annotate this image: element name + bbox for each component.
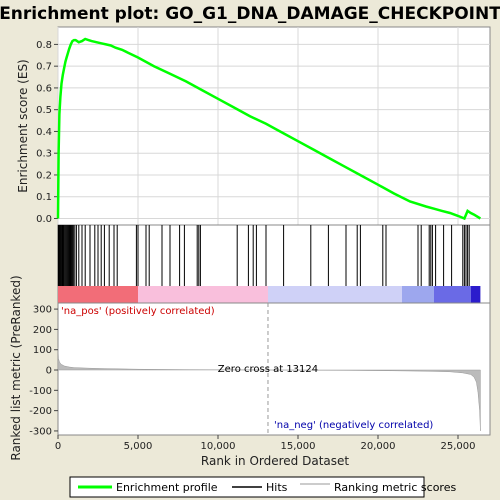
color-bar-segment — [58, 286, 138, 303]
es-y-tick-label: 0.0 — [36, 214, 52, 225]
color-bar-segment — [138, 286, 268, 303]
metric-y-tick-label: 200 — [33, 325, 52, 336]
x-tick-label: 25,000 — [441, 441, 476, 452]
es-y-tick-label: 0.1 — [36, 192, 52, 203]
legend: Enrichment profile Hits Ranking metric s… — [69, 476, 456, 498]
legend-label-ranking-metric: Ranking metric scores — [334, 481, 456, 494]
x-tick-label: 0 — [55, 441, 61, 452]
es-y-tick-label: 0.5 — [36, 105, 52, 116]
legend-label-enrichment-profile: Enrichment profile — [116, 481, 218, 494]
x-tick-label: 15,000 — [281, 441, 316, 452]
es-y-tick-label: 0.6 — [36, 83, 52, 94]
metric-y-tick-label: 0 — [46, 366, 52, 377]
es-y-axis-label: Enrichment score (ES) — [16, 59, 30, 192]
es-panel: 0.0 0.1 0.2 0.3 0.4 0.5 0.6 0.7 0.8 Enrichment s… — [16, 26, 491, 226]
x-tick-label: 10,000 — [201, 441, 236, 452]
color-bar-segment — [434, 286, 471, 303]
zero-cross-label: Zero cross at 13124 — [218, 364, 318, 375]
hits-panel — [57, 224, 491, 304]
metric-y-ticks: 300 200 100 0 -100 -200 -300 — [29, 305, 58, 437]
metric-y-tick-label: -100 — [29, 386, 52, 397]
metric-y-axis-label: Ranked list metric (PreRanked) — [9, 275, 23, 460]
x-axis-ticks: 0 5,000 10,000 15,000 20,000 25,000 — [55, 435, 476, 452]
ranking-metric-area — [57, 347, 481, 431]
es-y-tick-label: 0.7 — [36, 62, 52, 73]
chart-title: Enrichment plot: GO_G1_DNA_DAMAGE_CHECKP… — [0, 4, 500, 24]
positive-label: 'na_pos' (positively correlated) — [61, 306, 215, 317]
x-axis-label: Rank in Ordered Dataset — [201, 454, 349, 468]
legend-label-hits: Hits — [266, 481, 288, 494]
es-y-tick-label: 0.4 — [36, 127, 52, 138]
color-bar-segment — [470, 286, 481, 303]
color-bar-segment — [402, 286, 434, 303]
metric-y-tick-label: 100 — [33, 345, 52, 356]
es-y-ticks: 0.0 0.1 0.2 0.3 0.4 0.5 0.6 0.7 0.8 — [36, 40, 58, 225]
metric-y-tick-label: 300 — [33, 305, 52, 316]
es-plot-area — [57, 26, 491, 226]
ranking-color-bar — [58, 286, 481, 303]
es-y-tick-label: 0.2 — [36, 170, 52, 181]
color-bar-segment — [267, 286, 402, 303]
es-y-tick-label: 0.3 — [36, 149, 52, 160]
es-y-tick-label: 0.8 — [36, 40, 52, 51]
negative-label: 'na_neg' (negatively correlated) — [274, 420, 433, 431]
x-tick-label: 20,000 — [361, 441, 396, 452]
enrichment-profile-line — [56, 37, 482, 221]
metric-panel: 300 200 100 0 -100 -200 -300 'na_pos' (positiv… — [9, 275, 491, 461]
hit-lines — [57, 225, 470, 286]
metric-y-tick-label: -300 — [29, 426, 52, 437]
es-grid — [57, 27, 490, 225]
x-tick-label: 5,000 — [124, 441, 153, 452]
metric-y-tick-label: -200 — [29, 406, 52, 417]
